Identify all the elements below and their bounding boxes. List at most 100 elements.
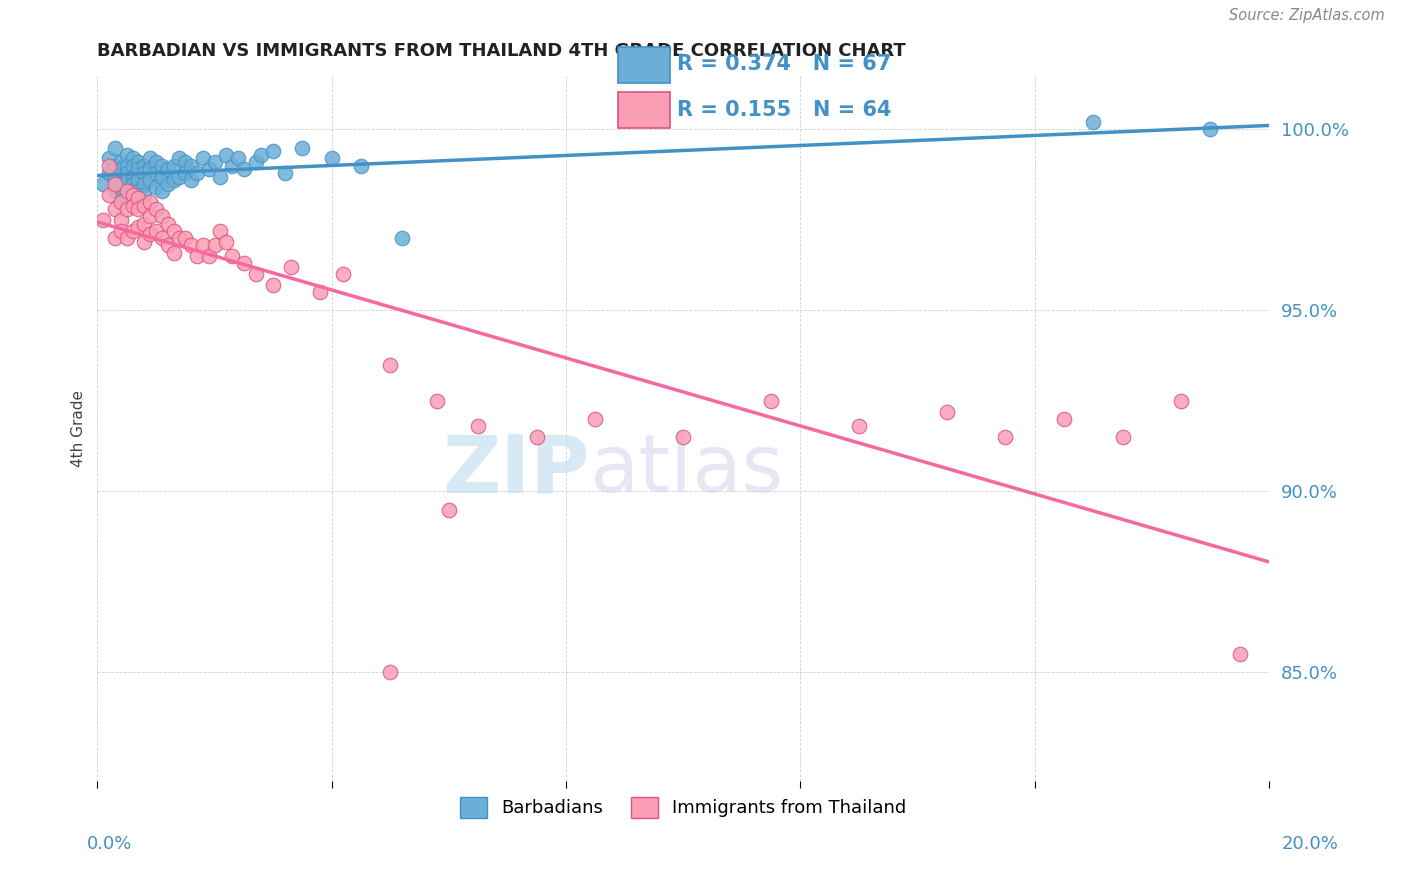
Point [127, 191, 149, 205]
Point [139, 227, 162, 242]
Point [156, 177, 179, 191]
Point [104, 184, 127, 198]
Point [150, 159, 173, 173]
Point [121, 198, 143, 212]
Point [232, 162, 254, 177]
Point [1083, 115, 1105, 129]
Point [245, 267, 267, 281]
Point [110, 177, 132, 191]
Point [467, 419, 489, 434]
Text: R = 0.155   N = 64: R = 0.155 N = 64 [678, 100, 891, 120]
FancyBboxPatch shape [619, 47, 671, 83]
Legend: Barbadians, Immigrants from Thailand: Barbadians, Immigrants from Thailand [453, 789, 914, 825]
Text: atlas: atlas [589, 432, 783, 509]
Point [232, 256, 254, 270]
Point [121, 194, 143, 209]
Point [162, 159, 184, 173]
Point [169, 169, 191, 184]
Point [156, 217, 179, 231]
Point [332, 267, 354, 281]
Point [250, 148, 273, 162]
Point [274, 166, 297, 180]
Point [145, 224, 167, 238]
Point [134, 187, 156, 202]
Point [848, 419, 870, 434]
Point [391, 231, 413, 245]
Point [134, 177, 156, 191]
Point [115, 148, 138, 162]
Point [134, 235, 156, 249]
Point [104, 169, 127, 184]
Point [1111, 430, 1133, 444]
Point [169, 152, 191, 166]
Point [139, 194, 162, 209]
Point [134, 217, 156, 231]
Point [209, 169, 232, 184]
Text: R = 0.374   N = 67: R = 0.374 N = 67 [678, 54, 891, 74]
Point [121, 152, 143, 166]
FancyBboxPatch shape [619, 92, 671, 128]
Point [121, 177, 143, 191]
Point [104, 231, 127, 245]
Point [150, 231, 173, 245]
Point [309, 285, 332, 300]
Point [127, 155, 149, 169]
Point [759, 393, 782, 408]
Point [262, 278, 284, 293]
Point [98, 159, 121, 173]
Point [145, 155, 167, 169]
Point [204, 155, 226, 169]
Point [935, 405, 957, 419]
Point [280, 260, 302, 274]
Point [162, 245, 184, 260]
Point [162, 173, 184, 187]
Point [91, 213, 114, 227]
Point [291, 140, 314, 154]
Point [226, 152, 249, 166]
Point [1229, 648, 1251, 662]
Text: ZIP: ZIP [443, 432, 589, 509]
Point [215, 235, 238, 249]
Point [197, 249, 219, 263]
Point [380, 358, 402, 372]
Point [426, 393, 449, 408]
Point [174, 155, 197, 169]
Point [994, 430, 1017, 444]
Point [127, 162, 149, 177]
Point [104, 177, 127, 191]
Y-axis label: 4th Grade: 4th Grade [72, 390, 86, 467]
Point [180, 159, 202, 173]
Point [104, 159, 127, 173]
Point [127, 184, 149, 198]
Point [215, 148, 238, 162]
Point [156, 238, 179, 252]
Point [150, 184, 173, 198]
Point [115, 173, 138, 187]
Point [98, 187, 121, 202]
Point [150, 169, 173, 184]
Point [221, 249, 243, 263]
Point [139, 173, 162, 187]
Text: 20.0%: 20.0% [1282, 835, 1339, 853]
Point [98, 152, 121, 166]
Point [350, 159, 373, 173]
Point [221, 159, 243, 173]
Text: Source: ZipAtlas.com: Source: ZipAtlas.com [1229, 8, 1385, 22]
Point [145, 166, 167, 180]
Point [1053, 412, 1076, 426]
Point [262, 145, 284, 159]
Point [134, 166, 156, 180]
Point [191, 152, 214, 166]
Point [110, 224, 132, 238]
Point [139, 162, 162, 177]
Point [115, 231, 138, 245]
Point [91, 177, 114, 191]
Point [150, 210, 173, 224]
Point [145, 202, 167, 216]
Point [321, 152, 343, 166]
Point [174, 231, 197, 245]
Point [1170, 393, 1192, 408]
Point [526, 430, 548, 444]
Point [121, 169, 143, 184]
Point [245, 155, 267, 169]
